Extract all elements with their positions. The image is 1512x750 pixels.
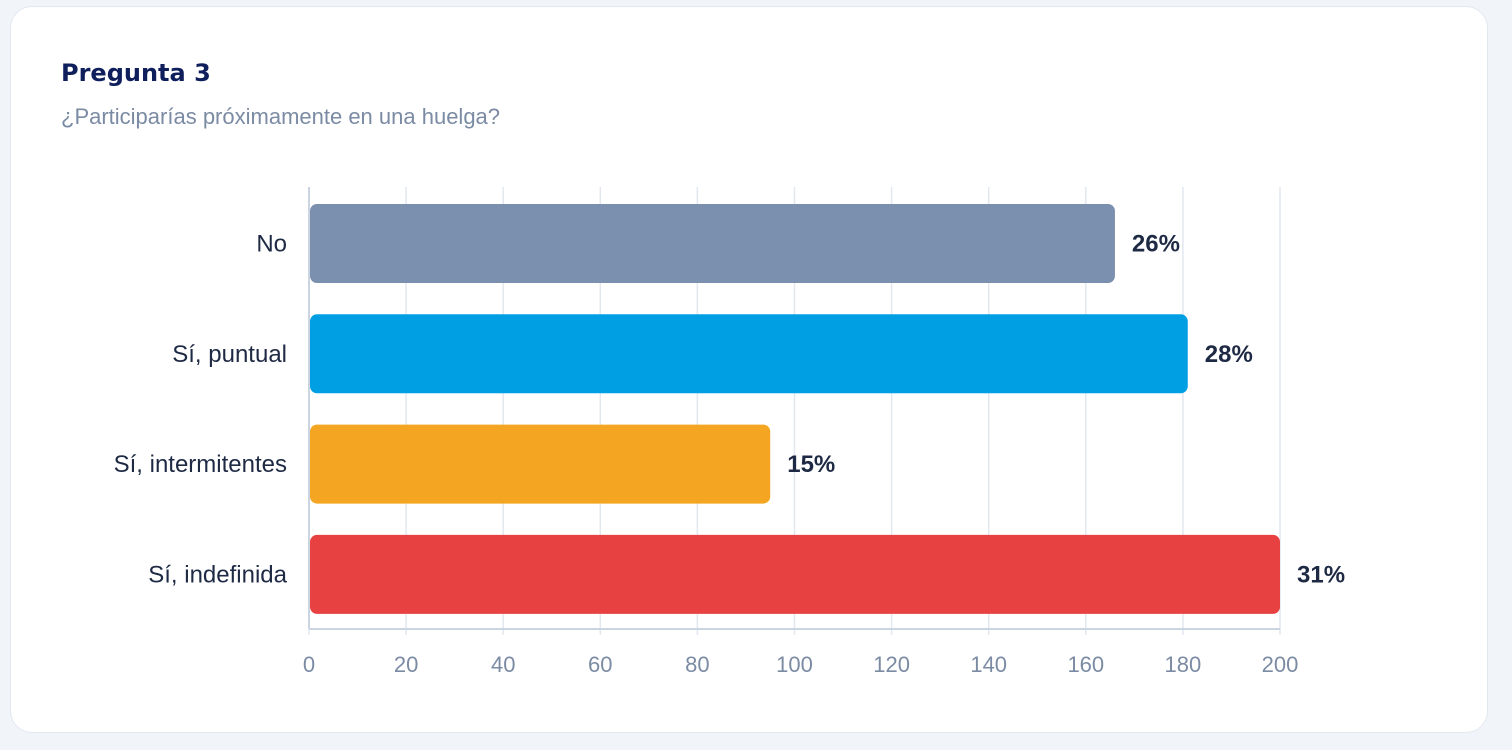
value-label: 26% [1132, 231, 1180, 258]
x-tick-label: 60 [588, 652, 612, 677]
x-tick-label: 100 [776, 652, 813, 677]
bar [310, 424, 771, 504]
question-text: ¿Participarías próximamente en una huelg… [61, 104, 501, 129]
category-label: Sí, indefinida [148, 561, 287, 588]
question-title: Pregunta 3 [61, 59, 211, 87]
x-tick-label: 160 [1067, 652, 1104, 677]
x-tick-label: 120 [873, 652, 910, 677]
x-tick-label: 200 [1262, 652, 1299, 677]
x-tick-label: 20 [394, 652, 418, 677]
bar-chart: 0 20 40 60 80 100 120 140 160 180 200 No 26% Sí, punt… [114, 187, 1345, 677]
value-label: 15% [787, 451, 835, 478]
value-label: 31% [1297, 561, 1345, 588]
x-tick-label: 40 [491, 652, 515, 677]
bar [310, 204, 1115, 283]
bar [310, 534, 1280, 614]
x-tick-label: 140 [970, 652, 1007, 677]
x-tick-label: 80 [685, 652, 709, 677]
x-tick-label: 180 [1165, 652, 1202, 677]
category-label: Sí, puntual [172, 341, 287, 368]
category-label: No [256, 231, 287, 258]
question-card: Pregunta 3 ¿Participarías próximamente e… [10, 6, 1488, 733]
value-label: 28% [1205, 341, 1253, 368]
x-tick-label: 0 [303, 652, 315, 677]
bar [310, 314, 1188, 394]
category-label: Sí, intermitentes [114, 451, 287, 478]
